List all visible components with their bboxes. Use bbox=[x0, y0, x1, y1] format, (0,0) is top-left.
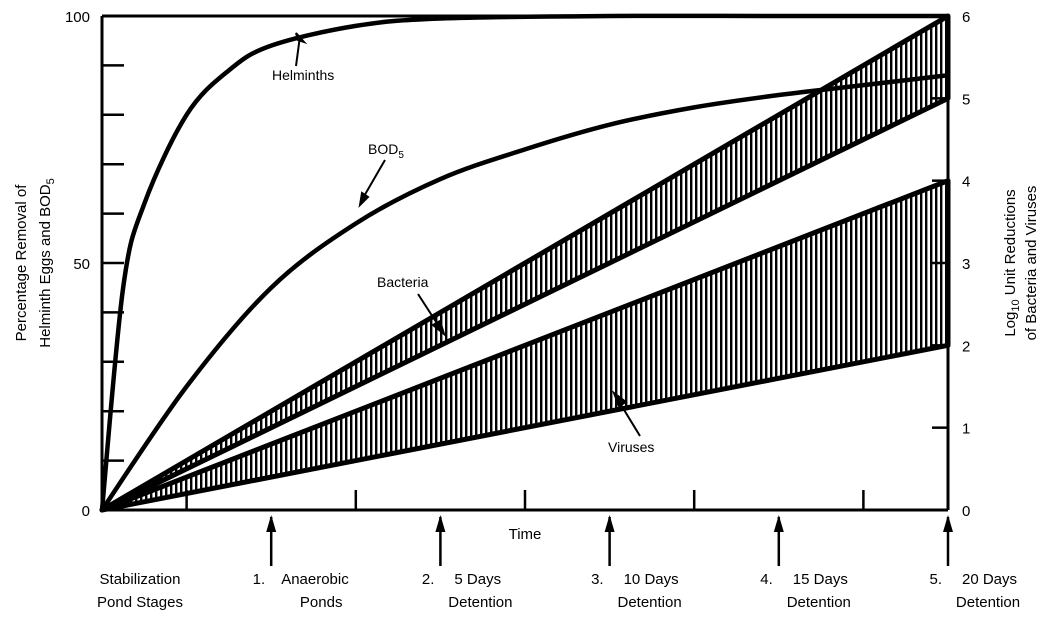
stage-arrowhead bbox=[773, 515, 784, 532]
x-axis-label: Time bbox=[509, 526, 542, 543]
stage-line2: Pond Stages bbox=[97, 594, 183, 611]
right-tick-label: 6 bbox=[962, 9, 970, 26]
helminths-label: Helminths bbox=[272, 67, 334, 83]
stage-number: 2. bbox=[422, 571, 435, 588]
right-tick-label: 5 bbox=[962, 91, 970, 108]
left-tick-label: 0 bbox=[82, 503, 90, 520]
left-axis-label-1: Percentage Removal of bbox=[13, 184, 30, 342]
right-axis-label-2: of Bacteria and Viruses bbox=[1023, 186, 1040, 341]
stage-line2: Detention bbox=[617, 594, 681, 611]
stage-line2: Detention bbox=[956, 594, 1020, 611]
stage-arrowhead bbox=[604, 515, 615, 532]
stage-arrowhead bbox=[943, 515, 953, 532]
stage-line1: 20 Days bbox=[962, 571, 1017, 588]
stage-line1: Anaerobic bbox=[281, 571, 349, 588]
stage-number: 5. bbox=[929, 571, 942, 588]
annotation-arrows bbox=[295, 32, 641, 437]
stage-line1: 10 Days bbox=[624, 571, 679, 588]
stage-line2: Detention bbox=[787, 594, 851, 611]
right-axis-label-1: Log10 Unit Reductions bbox=[1002, 189, 1022, 336]
stage-number: 1. bbox=[253, 571, 266, 588]
left-tick-label: 50 bbox=[73, 256, 90, 273]
stage-arrowhead bbox=[435, 515, 446, 532]
labels: Time Percentage Removal of Helminth Eggs… bbox=[13, 32, 1040, 543]
left-axis-label-2: Helminth Eggs and BOD5 bbox=[37, 178, 57, 348]
stage-line2: Detention bbox=[448, 594, 512, 611]
stage-arrowhead bbox=[266, 515, 277, 532]
bod-label: BOD5 bbox=[368, 141, 404, 161]
stage-line1: Stabilization bbox=[100, 571, 181, 588]
stage-labels: Stabilization Pond Stages 1. Anaerobic Ponds… bbox=[97, 515, 1020, 611]
stage-line1: 15 Days bbox=[793, 571, 848, 588]
right-tick-label: 4 bbox=[962, 174, 970, 191]
stage-line2: Ponds bbox=[300, 594, 343, 611]
right-tick-label: 3 bbox=[962, 256, 970, 273]
stage-number: 3. bbox=[591, 571, 604, 588]
viruses-band bbox=[99, 178, 951, 513]
stage-number: 4. bbox=[760, 571, 773, 588]
stage-line1: 5 Days bbox=[454, 571, 501, 588]
viruses-label: Viruses bbox=[608, 439, 654, 455]
left-tick-label: 100 bbox=[65, 9, 90, 26]
right-tick-label: 1 bbox=[962, 421, 970, 438]
right-tick-label: 0 bbox=[962, 503, 970, 520]
right-tick-label: 2 bbox=[962, 338, 970, 355]
curves bbox=[99, 13, 949, 512]
bacteria-label: Bacteria bbox=[377, 274, 429, 290]
helminths-curve bbox=[99, 13, 948, 511]
bod-curve bbox=[100, 73, 949, 512]
